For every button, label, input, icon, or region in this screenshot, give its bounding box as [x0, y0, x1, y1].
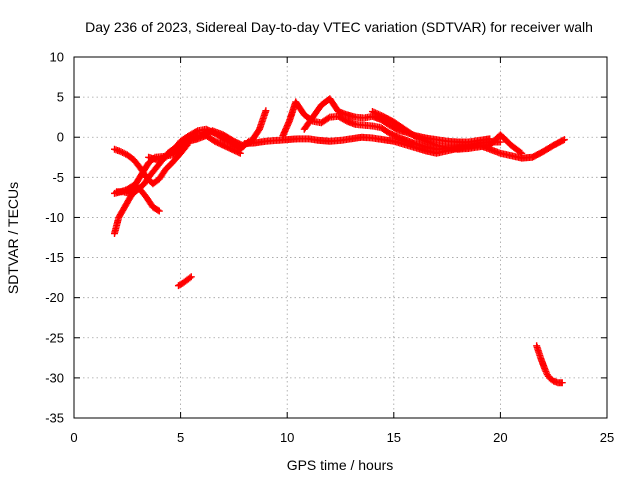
x-tick-label: 20 [493, 430, 507, 445]
x-tick-label: 15 [387, 430, 401, 445]
axis-ticks: 0 5 10 15 20 25 10 5 0 -5 -10 -15 -20 -25 -30 -35 [45, 50, 614, 446]
y-tick-label: -30 [45, 370, 64, 385]
y-tick-label: -5 [52, 170, 64, 185]
data-point [262, 107, 270, 115]
chart-title: Day 236 of 2023, Sidereal Day-to-day VTE… [85, 19, 593, 35]
y-tick-label: -10 [45, 210, 64, 225]
y-tick-label: -25 [45, 330, 64, 345]
series-track-j [174, 273, 195, 290]
plot-frame [73, 56, 608, 419]
data-point [120, 149, 128, 157]
data-point [558, 379, 566, 387]
y-tick-label: 5 [57, 90, 64, 105]
data-point [486, 135, 494, 143]
data-point [516, 148, 524, 156]
data-point [541, 366, 549, 374]
y-tick-label: -35 [45, 411, 64, 426]
x-axis-label: GPS time / hours [287, 457, 394, 473]
data-point [496, 138, 504, 146]
data-point [186, 274, 194, 282]
data-point [117, 148, 125, 156]
series-track-b [111, 181, 163, 215]
y-tick-label: 10 [50, 50, 64, 65]
data-point [154, 206, 162, 214]
y-tick-label: -15 [45, 250, 64, 265]
series-track-k [533, 342, 566, 387]
y-tick-label: 0 [57, 130, 64, 145]
data-series [111, 95, 568, 387]
data-point [119, 148, 127, 156]
series-track-f [241, 133, 568, 162]
series-track-i [368, 108, 526, 157]
x-tick-label: 10 [280, 430, 294, 445]
y-axis-label: SDTVAR / TECUs [5, 182, 21, 294]
series-track-e [145, 125, 253, 164]
data-point [155, 207, 163, 215]
x-tick-label: 25 [600, 430, 614, 445]
x-tick-label: 0 [70, 430, 77, 445]
data-point [324, 114, 332, 122]
x-tick-label: 5 [177, 430, 184, 445]
data-point [518, 149, 526, 157]
data-point [192, 128, 200, 136]
data-point [559, 136, 567, 144]
data-point [560, 136, 568, 144]
data-point [542, 367, 550, 375]
data-point [187, 273, 195, 281]
y-tick-label: -20 [45, 290, 64, 305]
